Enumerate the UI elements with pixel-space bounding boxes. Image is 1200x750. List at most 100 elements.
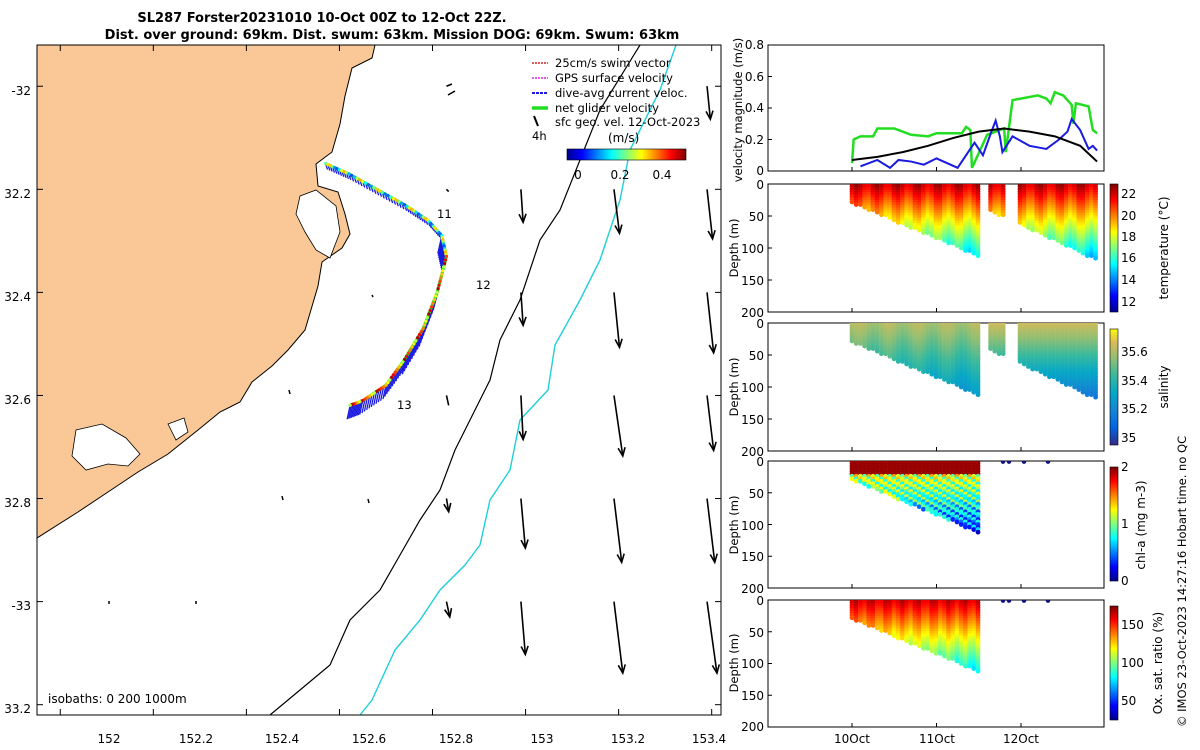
chlGroup-pt-482 [963,524,968,530]
chl-ytick-3: 150 [741,550,764,564]
track-dot-14 [358,178,362,182]
geo-vector-head-10 [614,224,623,236]
tempGroup-pt-82 [879,212,884,218]
ox-cb-label: Ox. sat. ratio (%) [1151,612,1165,714]
chlGroup-surface-dot-3 [1045,461,1051,464]
salGroup-pt-109 [887,353,893,359]
ox-cb-tick-1: 100 [1121,656,1144,670]
x-tick-12oct: 12Oct [1003,732,1039,746]
track-label-12: 12 [476,278,491,292]
track-dot-84 [414,339,418,343]
salinity-panel: 0 50 100 150 200 Depth (m) 35 35.2 35.4 … [727,317,1171,459]
track-dot-34 [412,209,416,213]
track-dot-38 [421,215,425,219]
salGroup-pt-209 [912,364,918,369]
velocity-ylabel: velocity magnitude (m/s) [731,38,745,183]
current-vector-100 [382,385,387,400]
track-dot-100 [384,383,388,387]
track-dot-74 [429,305,434,309]
geo-vector-17 [706,292,715,353]
vel-ytick-3: 0.6 [745,70,764,84]
tempGroup-pt-509 [967,248,972,253]
geo-vector-head-18 [708,441,717,453]
salGroup-pt-140 [895,359,901,364]
ox-ylabel: Depth (m) [727,634,741,693]
tempGroup-pt-429 [954,243,960,248]
x-tick-10oct: 10Oct [834,732,870,746]
sal-ytick-3: 150 [741,413,764,427]
map-xtick-2: 152.4 [265,732,299,746]
salGroup-pt-996 [1084,392,1090,398]
geo-vector-head-17 [708,344,717,355]
current-vector-101 [380,386,385,401]
velocity-series-2 [851,127,1098,163]
tempGroup-pt-615 [1000,212,1006,218]
chlGroup-pt-173 [904,499,909,505]
map-ytick-2: 32.4 [4,290,31,304]
temp-cb-tick-1: 14 [1121,273,1136,287]
salGroup-pt-380 [946,379,951,385]
tempGroup-pt-589 [992,209,998,215]
track-dot-35 [414,210,418,215]
oxGroup-pt-35 [862,620,867,626]
track-dot-99 [386,380,390,385]
chl-ytick-2: 100 [741,519,764,533]
chlGroup-pt-124 [891,494,897,499]
geo-vector-head-8 [520,539,529,551]
velocity-series-0 [850,90,1098,169]
current-vector-111 [357,400,362,416]
track-dot-96 [391,373,396,377]
chlGroup-pt-228 [916,504,922,510]
oxGroup-pt-404 [950,656,956,661]
tempGroup-pt-109 [887,214,893,220]
ox-ytick-4: 200 [741,720,764,734]
tempGroup-pt-566 [975,253,981,259]
track-dot-85 [412,342,416,346]
tempGroup-pt-704 [1034,227,1040,233]
track-dot-62 [443,261,447,266]
oxGroup-pt-109 [887,630,893,636]
track-dot-68 [437,283,441,287]
chlGroup-pt-57 [870,484,876,489]
oxGroup-pt-228 [916,643,922,649]
salGroup-pt-589 [992,348,998,354]
map-xtick-3: 152.6 [352,732,386,746]
track-dot-106 [370,392,374,397]
track-dot-82 [417,333,422,337]
chlGroup-pt-289 [929,509,935,515]
current-vector-113 [354,402,360,417]
lake-wallis [295,189,341,259]
salGroup-pt-69 [874,348,880,354]
oxGroup-surface-dot-2 [1021,600,1027,603]
legend-gps: GPS surface velocity [555,71,673,85]
chlGroup-surface-dot-2 [1021,461,1027,464]
oxGroup-pt-209 [912,640,918,646]
oxGroup-pt-124 [891,633,897,638]
oxGroup-pt-7 [849,615,855,621]
vel-ytick-0: 0 [756,164,764,178]
temp-ylabel: Depth (m) [727,219,741,278]
oxGroup-pt-16 [853,617,859,623]
track-dot-25 [389,195,393,199]
salGroup-pt-666 [1026,364,1031,369]
track-dot-33 [409,207,414,212]
current-vector-116 [350,403,355,418]
salGroup-pt-289 [929,371,935,377]
track-dot-73 [431,301,435,305]
map-xtick-7: 153.4 [692,732,726,746]
chlGroup-pt-46 [866,484,872,489]
oxGroup-pt-95 [883,628,888,633]
geo-vector-head-19 [709,553,718,565]
salGroup-pt-861 [1063,382,1069,387]
salGroup-pt-25 [858,341,863,346]
chlGroup-pt-25 [858,478,863,484]
salGroup-pt-46 [866,346,872,351]
chlGroup-pt-429 [954,519,960,525]
colorbar-unit: (m/s) [608,131,639,145]
track-dot-32 [407,206,411,210]
current-vector-115 [352,403,357,418]
tempGroup-pt-967 [1080,250,1086,256]
track-dot-15 [361,179,365,184]
ox-cb-tick-2: 150 [1121,618,1144,632]
temp-cb-tick-2: 16 [1121,251,1136,265]
